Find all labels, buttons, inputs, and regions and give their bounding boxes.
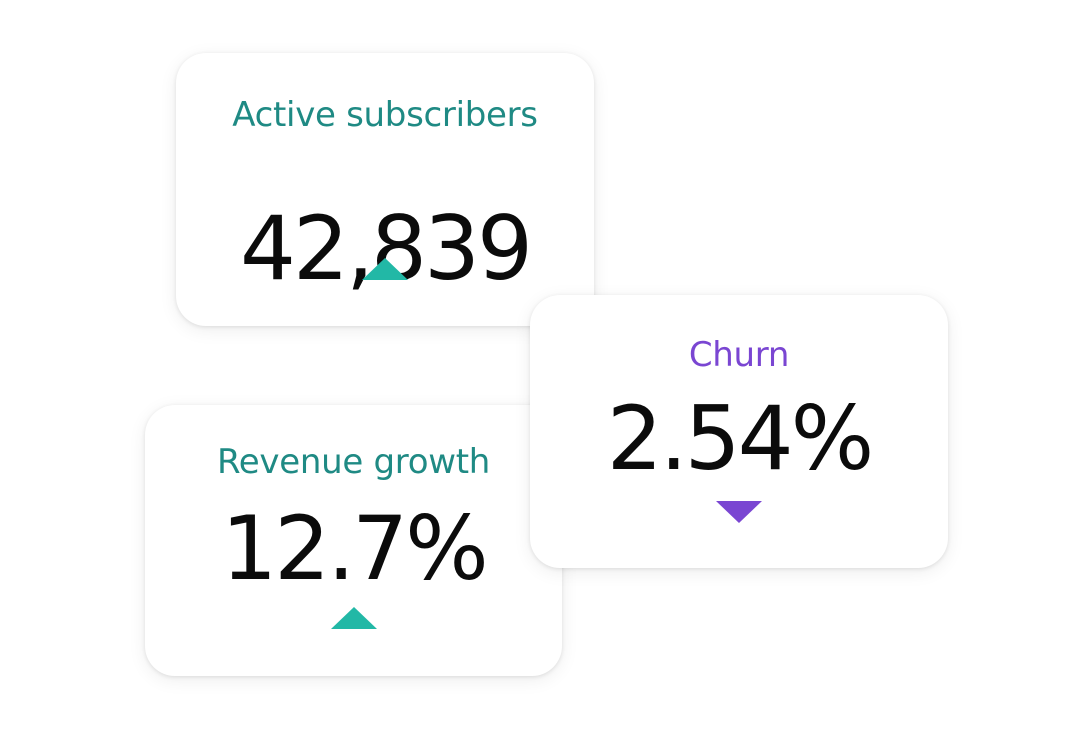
kpi-card-active-subscribers: Active subscribers 42,839	[176, 53, 594, 326]
kpi-card-revenue-growth: Revenue growth 12.7%	[145, 405, 562, 676]
triangle-down-icon	[716, 501, 762, 523]
kpi-title: Active subscribers	[232, 95, 538, 135]
kpi-title: Churn	[688, 335, 790, 375]
kpi-title: Revenue growth	[217, 442, 490, 482]
triangle-up-icon	[362, 258, 408, 280]
triangle-up-icon	[330, 607, 377, 629]
kpi-card-churn: Churn 2.54%	[530, 295, 948, 568]
kpi-value: 12.7%	[221, 497, 489, 600]
kpi-value: 2.54%	[606, 387, 875, 490]
